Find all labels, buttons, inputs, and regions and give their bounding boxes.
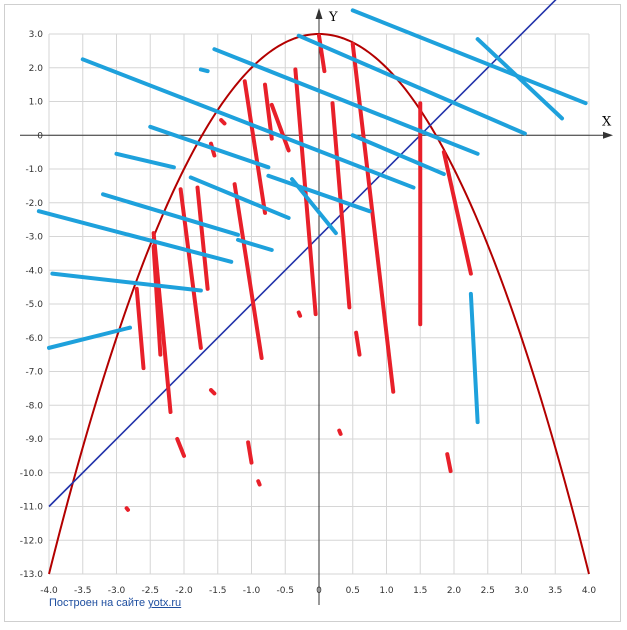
y-tick-label: 1.0 xyxy=(29,98,44,108)
y-tick-label: -7.0 xyxy=(25,368,43,378)
blue-segment xyxy=(350,8,588,106)
y-axis-label: Y xyxy=(328,10,338,25)
x-tick-label: 3.0 xyxy=(514,586,529,596)
blue-segment xyxy=(188,175,291,220)
blue-segment xyxy=(475,37,564,121)
red-segment xyxy=(232,182,264,360)
red-segment xyxy=(209,388,217,396)
y-tick-label: -1.0 xyxy=(25,165,43,175)
y-tick-label: -5.0 xyxy=(25,300,43,310)
blue-segment xyxy=(212,47,480,156)
blue-segment xyxy=(148,124,271,170)
y-tick-label: -10.0 xyxy=(20,469,44,479)
y-tick-label: -8.0 xyxy=(25,401,43,411)
red-segment xyxy=(337,428,343,436)
red-segment xyxy=(246,440,254,465)
y-tick-label: -6.0 xyxy=(25,334,43,344)
red-segment xyxy=(256,479,262,487)
x-tick-label: -1.0 xyxy=(243,586,261,596)
chart-frame xyxy=(4,4,621,622)
y-tick-label: -2.0 xyxy=(25,199,43,209)
red-segment xyxy=(330,101,352,310)
x-tick-label: -1.5 xyxy=(209,586,227,596)
blue-segments xyxy=(36,8,588,425)
y-tick-label: -3.0 xyxy=(25,233,43,243)
x-tick-label: 2.0 xyxy=(447,586,462,596)
x-tick-label: 0.5 xyxy=(346,586,360,596)
red-segment xyxy=(441,150,473,276)
blue-segment xyxy=(290,177,338,236)
y-tick-label: -11.0 xyxy=(20,503,44,513)
y-tick-label: -12.0 xyxy=(20,536,44,546)
blue-segment xyxy=(468,291,480,425)
red-segment xyxy=(354,330,362,357)
x-axis-label: X xyxy=(602,114,612,129)
blue-segment xyxy=(36,209,234,264)
x-tick-label: -4.0 xyxy=(40,586,58,596)
y-tick-label: 0 xyxy=(37,131,43,141)
credit-text: Построен на сайте xyxy=(49,597,149,609)
credit-link[interactable]: yotx.ru xyxy=(148,597,182,609)
x-tick-label: 1.0 xyxy=(379,586,394,596)
x-tick-label: -2.0 xyxy=(175,586,193,596)
blue-segment xyxy=(80,57,416,190)
blue-segment xyxy=(266,173,372,214)
x-tick-label: -3.5 xyxy=(74,586,92,596)
red-segment xyxy=(242,79,267,215)
blue-segment xyxy=(296,33,527,136)
red-segment xyxy=(175,437,186,458)
red-segment xyxy=(350,42,396,394)
y-tick-label: 3.0 xyxy=(29,30,44,40)
red-segment xyxy=(269,102,291,153)
x-tick-label: 3.5 xyxy=(548,586,562,596)
blue-segment xyxy=(114,151,176,170)
x-tick-label: -0.5 xyxy=(276,586,294,596)
red-segment xyxy=(263,82,274,141)
blue-segment xyxy=(236,237,274,252)
y-tick-label: 2.0 xyxy=(29,64,44,74)
x-tick-label: 1.5 xyxy=(413,586,427,596)
x-axis-arrow xyxy=(603,131,613,139)
red-segment xyxy=(445,452,453,474)
blue-segment xyxy=(101,192,240,237)
x-tick-label: 2.5 xyxy=(481,586,495,596)
red-segment xyxy=(219,118,227,126)
site-credit: Построен на сайте yotx.ru xyxy=(49,597,181,609)
red-segment xyxy=(151,244,163,357)
red-segment xyxy=(195,185,210,291)
red-segment xyxy=(124,506,130,512)
y-tick-label: -9.0 xyxy=(25,435,43,445)
blue-segment xyxy=(47,325,132,350)
x-tick-label: -2.5 xyxy=(141,586,159,596)
red-segment xyxy=(134,286,146,371)
axes: X Y xyxy=(20,8,613,605)
red-segment xyxy=(178,187,203,350)
blue-segment xyxy=(50,271,203,293)
red-segment xyxy=(296,310,303,318)
red-segment xyxy=(293,67,318,317)
red-segment xyxy=(317,33,327,74)
red-segments xyxy=(124,33,473,512)
y-axis-arrow xyxy=(315,8,323,19)
tick-labels: -4.0 -3.5 -3.0 -2.5 -2.0 -1.5 -1.0 -0.5 0 0.5 1.0 1… xyxy=(20,30,597,596)
blue-segment xyxy=(350,133,446,177)
blue-segment xyxy=(198,67,210,74)
x-tick-label: 0 xyxy=(316,586,322,596)
x-tick-label: 4.0 xyxy=(582,586,597,596)
x-tick-label: -3.0 xyxy=(108,586,126,596)
y-tick-label: -13.0 xyxy=(20,570,44,580)
y-tick-label: -4.0 xyxy=(25,266,43,276)
